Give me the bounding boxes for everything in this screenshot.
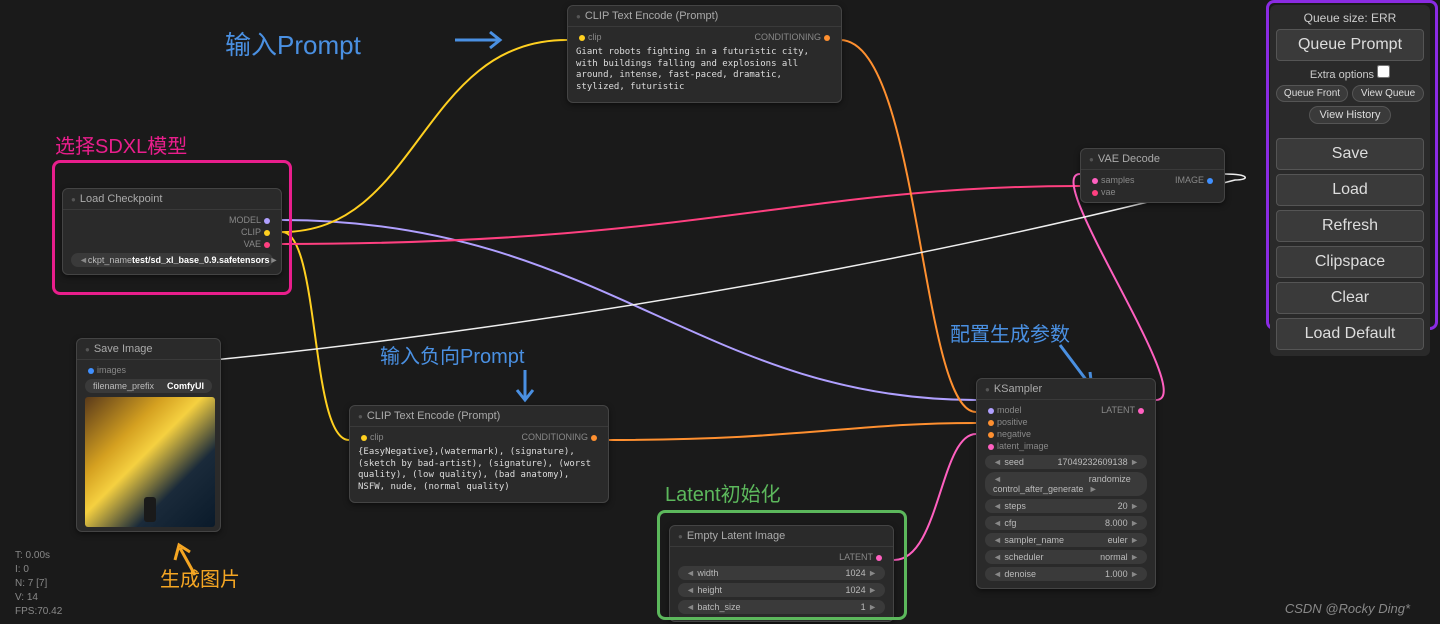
clear-button[interactable]: Clear: [1276, 282, 1424, 314]
cfg-widget[interactable]: ◄ cfg8.000 ►: [985, 516, 1147, 530]
input-positive: positive: [997, 417, 1028, 427]
node-title: Empty Latent Image: [670, 526, 893, 547]
output-model: MODEL: [229, 215, 261, 225]
height-widget[interactable]: ◄ height1024 ►: [678, 583, 885, 597]
seed-widget[interactable]: ◄ seed17049232609138 ►: [985, 455, 1147, 469]
output-clip: CLIP: [241, 227, 261, 237]
output-latent: LATENT: [839, 552, 873, 562]
input-images: images: [97, 365, 126, 375]
input-vae: vae: [1101, 187, 1116, 197]
annotation-gen-image: 生成图片: [160, 563, 240, 592]
view-history-button[interactable]: View History: [1309, 106, 1392, 124]
node-title: Save Image: [77, 339, 220, 360]
annotation-config-params: 配置生成参数: [950, 318, 1070, 347]
queue-front-button[interactable]: Queue Front: [1276, 85, 1348, 102]
node-save-image[interactable]: Save Image images filename_prefixComfyUI: [76, 338, 221, 532]
node-title: VAE Decode: [1081, 149, 1224, 170]
watermark-text: CSDN @Rocky Ding*: [1285, 601, 1410, 616]
node-clip-negative[interactable]: CLIP Text Encode (Prompt) clip CONDITIONI…: [349, 405, 609, 503]
save-button[interactable]: Save: [1276, 138, 1424, 170]
input-clip: clip: [370, 432, 384, 442]
denoise-widget[interactable]: ◄ denoise1.000 ►: [985, 567, 1147, 581]
queue-prompt-button[interactable]: Queue Prompt: [1276, 29, 1424, 61]
extra-options-label: Extra options: [1276, 65, 1424, 81]
input-negative: negative: [997, 429, 1031, 439]
input-samples: samples: [1101, 175, 1135, 185]
load-button[interactable]: Load: [1276, 174, 1424, 206]
preview-image: [85, 397, 215, 527]
neg-prompt-text[interactable]: {EasyNegative},(watermark), (signature),…: [358, 443, 600, 498]
input-clip: clip: [588, 32, 602, 42]
node-title: Load Checkpoint: [63, 189, 281, 210]
ckpt-name-widget[interactable]: ◄ckpt_nametest/sd_xl_base_0.9.safetensor…: [71, 253, 273, 267]
sampler-widget[interactable]: ◄ sampler_nameeuler ►: [985, 533, 1147, 547]
node-title: CLIP Text Encode (Prompt): [568, 6, 841, 27]
annotation-select-model: 选择SDXL模型: [55, 130, 187, 159]
load-default-button[interactable]: Load Default: [1276, 318, 1424, 350]
node-ksampler[interactable]: KSampler model LATENT positive negative l…: [976, 378, 1156, 589]
clipspace-button[interactable]: Clipspace: [1276, 246, 1424, 278]
annotation-input-neg: 输入负向Prompt: [380, 340, 524, 369]
output-latent: LATENT: [1101, 405, 1135, 415]
queue-size-label: Queue size: ERR: [1276, 11, 1424, 25]
input-model: model: [997, 405, 1022, 415]
annotation-input-prompt: 输入Prompt: [225, 25, 361, 62]
output-conditioning: CONDITIONING: [522, 432, 589, 442]
scheduler-widget[interactable]: ◄ schedulernormal ►: [985, 550, 1147, 564]
node-load-checkpoint[interactable]: Load Checkpoint MODEL CLIP VAE ◄ckpt_nam…: [62, 188, 282, 275]
steps-widget[interactable]: ◄ steps20 ►: [985, 499, 1147, 513]
annotation-latent-init: Latent初始化: [665, 478, 781, 507]
control-widget[interactable]: ◄ control_after_generaterandomize ►: [985, 472, 1147, 496]
node-clip-positive[interactable]: CLIP Text Encode (Prompt) clip CONDITIONI…: [567, 5, 842, 103]
node-empty-latent[interactable]: Empty Latent Image LATENT ◄ width1024 ► …: [669, 525, 894, 622]
control-panel: Queue size: ERR Queue Prompt Extra optio…: [1270, 5, 1430, 356]
filename-prefix-widget[interactable]: filename_prefixComfyUI: [85, 379, 212, 393]
extra-options-checkbox[interactable]: [1377, 65, 1390, 78]
stats-display: T: 0.00s I: 0 N: 7 [7] V: 14 FPS:70.42: [15, 549, 62, 619]
node-title: KSampler: [977, 379, 1155, 400]
output-conditioning: CONDITIONING: [755, 32, 822, 42]
output-vae: VAE: [244, 239, 261, 249]
prompt-text[interactable]: Giant robots fighting in a futuristic ci…: [576, 43, 833, 98]
output-image: IMAGE: [1175, 175, 1204, 185]
input-latent-image: latent_image: [997, 441, 1049, 451]
batch-size-widget[interactable]: ◄ batch_size1 ►: [678, 600, 885, 614]
node-title: CLIP Text Encode (Prompt): [350, 406, 608, 427]
node-vae-decode[interactable]: VAE Decode samples IMAGE vae: [1080, 148, 1225, 203]
refresh-button[interactable]: Refresh: [1276, 210, 1424, 242]
view-queue-button[interactable]: View Queue: [1352, 85, 1424, 102]
width-widget[interactable]: ◄ width1024 ►: [678, 566, 885, 580]
